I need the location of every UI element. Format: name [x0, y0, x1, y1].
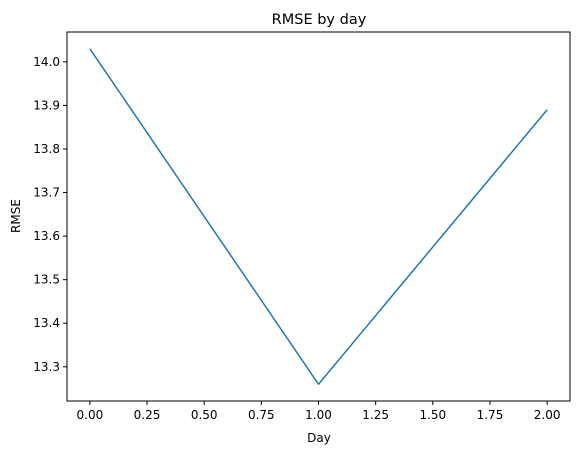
x-tick-label: 0.00: [77, 408, 104, 422]
x-tick-label: 0.75: [248, 408, 275, 422]
y-tick-label: 13.5: [33, 273, 60, 287]
chart-title: RMSE by day: [272, 12, 367, 28]
x-tick-label: 0.50: [191, 408, 218, 422]
y-tick-label: 13.9: [33, 98, 60, 112]
x-tick-label: 1.50: [419, 408, 446, 422]
x-tick-label: 1.25: [362, 408, 389, 422]
y-tick-label: 13.3: [33, 360, 60, 374]
x-tick-label: 0.25: [134, 408, 161, 422]
y-tick-label: 13.8: [33, 142, 60, 156]
y-tick-label: 14.0: [33, 55, 60, 69]
y-tick-label: 13.4: [33, 316, 60, 330]
x-tick-label: 2.00: [534, 408, 561, 422]
x-tick-label: 1.75: [477, 408, 504, 422]
x-tick-label: 1.00: [305, 408, 332, 422]
y-tick-label: 13.6: [33, 229, 60, 243]
y-tick-label: 13.7: [33, 186, 60, 200]
x-axis-label: Day: [307, 431, 331, 445]
y-axis-label: RMSE: [9, 199, 23, 233]
